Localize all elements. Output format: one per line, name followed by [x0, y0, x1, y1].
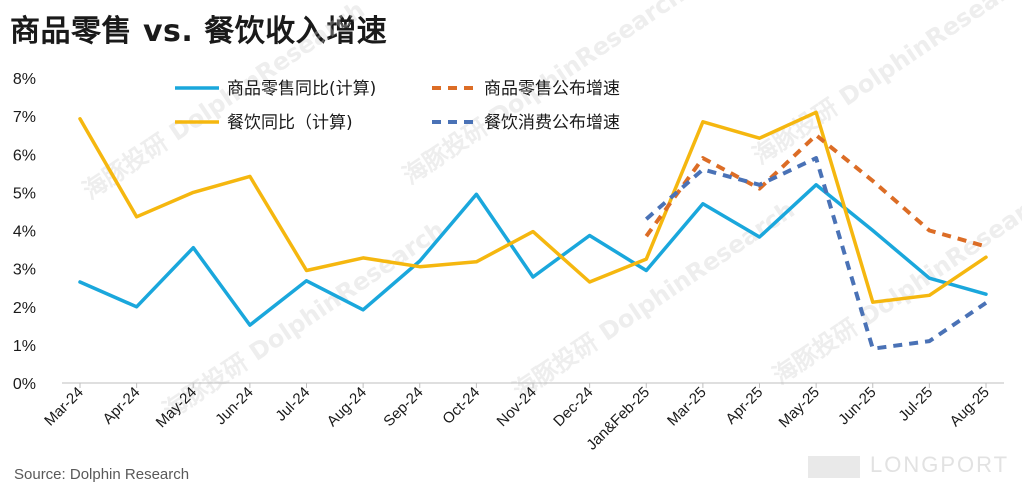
y-tick-label: 5% — [13, 185, 36, 202]
watermark-text: 海豚投研 DolphinResearch — [748, 0, 1022, 170]
x-tick-label: Oct-24 — [439, 384, 483, 428]
x-tick-label: Sep-24 — [380, 384, 426, 430]
series-line-4 — [644, 156, 988, 351]
watermark-text: 海豚投研 DolphinResearch — [78, 0, 370, 205]
y-tick-label: 4% — [13, 224, 36, 241]
watermark-text: 海豚投研 DolphinResearch — [768, 180, 1022, 390]
y-tick-label: 0% — [13, 376, 36, 393]
series-line-2 — [78, 110, 988, 304]
x-tick-label: Mar-25 — [664, 384, 710, 430]
x-tick-label: Aug-24 — [324, 384, 370, 430]
legend-label: 商品零售同比(计算) — [227, 79, 376, 99]
series-line-1 — [78, 183, 988, 327]
x-tick-label: Dec-24 — [550, 384, 596, 430]
brand-logo-text: LONGPORT — [870, 452, 1010, 477]
x-tick-label: Jun-25 — [835, 384, 879, 428]
y-tick-label: 8% — [13, 71, 36, 88]
legend-label: 商品零售公布增速 — [484, 79, 620, 99]
series-layer — [78, 110, 988, 351]
x-tick-label: May-25 — [776, 384, 823, 431]
series-line-3 — [644, 133, 987, 249]
chart-title: 商品零售 vs. 餐饮收入增速 — [10, 14, 388, 49]
brand-logo-mark — [808, 456, 860, 478]
y-tick-label: 3% — [13, 262, 36, 279]
watermark-text: 海豚投研 DolphinResearch — [508, 195, 800, 405]
x-tick-label: Mar-24 — [41, 384, 87, 430]
legend-label: 餐饮消费公布增速 — [484, 113, 620, 133]
source-note: Source: Dolphin Research — [14, 466, 190, 483]
x-tick-label: Aug-25 — [947, 384, 993, 430]
x-tick-label: Apr-24 — [100, 384, 144, 428]
x-tick-label: Jul-25 — [895, 384, 936, 425]
y-tick-label: 6% — [13, 147, 36, 164]
watermark-layer: 海豚投研 DolphinResearch 海豚投研 DolphinResearch… — [78, 0, 1022, 425]
brand-logo: LONGPORT — [808, 452, 1007, 480]
x-tick-label: Apr-25 — [722, 384, 766, 428]
y-tick-label: 2% — [13, 300, 36, 317]
y-tick-label: 1% — [13, 338, 36, 355]
legend-label: 餐饮同比（计算) — [227, 113, 353, 133]
y-tick-label: 7% — [13, 109, 36, 126]
x-tick-label: Jul-24 — [272, 384, 313, 425]
